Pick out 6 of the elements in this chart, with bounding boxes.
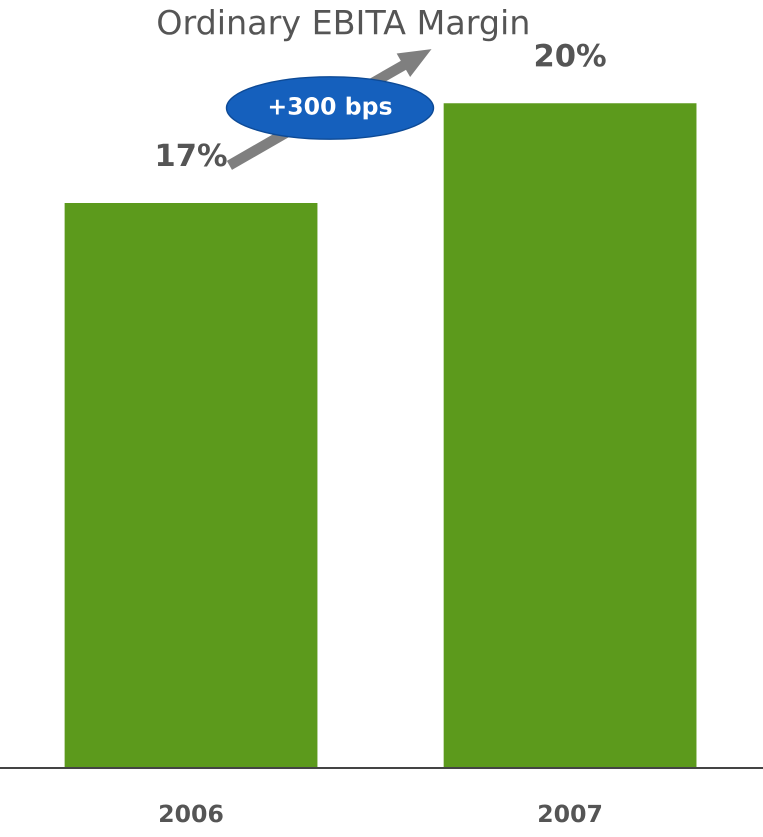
annotation: +300 bps [270, 96, 392, 120]
data-label: 20% [536, 44, 606, 67]
x-tick-label: 2007 [539, 804, 602, 822]
x-tick-label: 2006 [160, 804, 223, 822]
data-label: 17% [158, 143, 227, 166]
chart-title: Ordinary EBITA Margin [158, 8, 528, 42]
